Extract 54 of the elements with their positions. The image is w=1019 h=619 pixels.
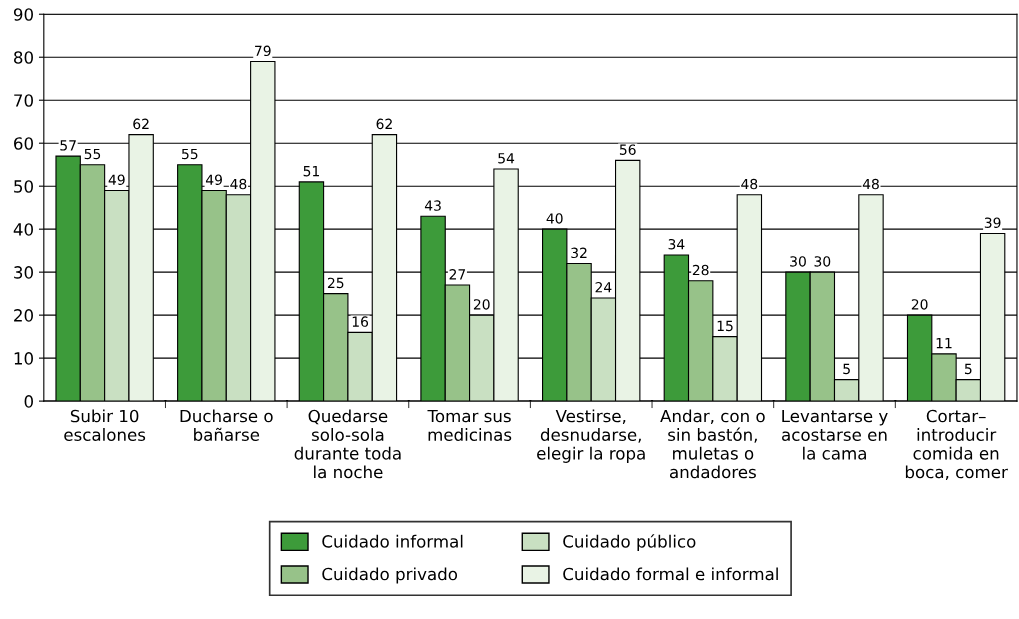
data-label: 49	[205, 174, 222, 186]
data-label: 54	[498, 153, 515, 164]
data-label: 27	[449, 269, 466, 280]
y-tick-label: 20	[14, 309, 33, 322]
data-label: 32	[571, 247, 587, 259]
x-tick-label: Tomar sus medicinas	[427, 409, 512, 442]
data-label: 39	[984, 217, 1001, 228]
y-tick-label: 70	[14, 94, 33, 107]
data-label: 5	[843, 363, 850, 375]
legend-label: Cuidado público	[563, 534, 696, 551]
data-label: 48	[230, 178, 247, 190]
data-label: 51	[303, 166, 319, 177]
data-label: 30	[790, 256, 806, 267]
data-label: 40	[546, 213, 563, 224]
y-tick-label: 80	[14, 51, 33, 64]
data-label: 79	[255, 45, 271, 57]
data-label: 34	[668, 238, 685, 250]
data-label: 62	[133, 118, 149, 130]
x-tick-label: Vestirse, desnudarse, elegir la ropa	[537, 409, 645, 463]
x-tick-label: Andar, con o sin bastón, muletas o andadores	[660, 409, 765, 479]
data-label: 57	[60, 140, 76, 151]
x-tick-label: Quedarse solo-sola durante toda la noche	[294, 409, 401, 479]
y-tick-label: 90	[13, 8, 33, 21]
data-label: 48	[862, 178, 879, 190]
legend-label: Cuidado formal e informal	[563, 567, 778, 581]
x-tick-label: Cortar– introducir comida en boca, comer	[905, 409, 1008, 481]
data-label: 20	[911, 299, 928, 310]
y-tick-label: 40	[13, 223, 33, 236]
data-label: 55	[84, 148, 101, 160]
data-label: 11	[936, 338, 952, 349]
y-tick-label: 50	[14, 180, 33, 193]
data-label: 16	[352, 316, 369, 327]
data-label: 15	[717, 320, 733, 332]
data-label: 56	[619, 144, 636, 155]
data-label: 24	[595, 281, 612, 293]
data-label: 5	[964, 363, 972, 375]
x-tick-label: Levantarse y acostarse en la cama	[782, 409, 888, 460]
y-tick-label: 0	[24, 395, 33, 408]
data-label: 20	[473, 299, 490, 310]
y-tick-label: 10	[14, 352, 33, 365]
data-label: 30	[814, 256, 831, 267]
data-label: 55	[182, 148, 198, 160]
legend-label: Cuidado informal	[322, 534, 463, 548]
data-label: 48	[741, 178, 758, 190]
data-label: 28	[692, 264, 709, 276]
legend-label: Cuidado privado	[322, 567, 458, 584]
x-tick-label: Subir 10 escalones	[64, 409, 146, 442]
y-tick-label: 30	[14, 266, 33, 279]
data-label: 43	[424, 200, 441, 211]
y-tick-label: 60	[14, 137, 33, 150]
x-tick-label: Ducharse o bañarse	[180, 409, 273, 442]
data-label: 25	[327, 277, 344, 289]
data-label: 49	[108, 174, 125, 186]
data-label: 62	[376, 118, 392, 130]
